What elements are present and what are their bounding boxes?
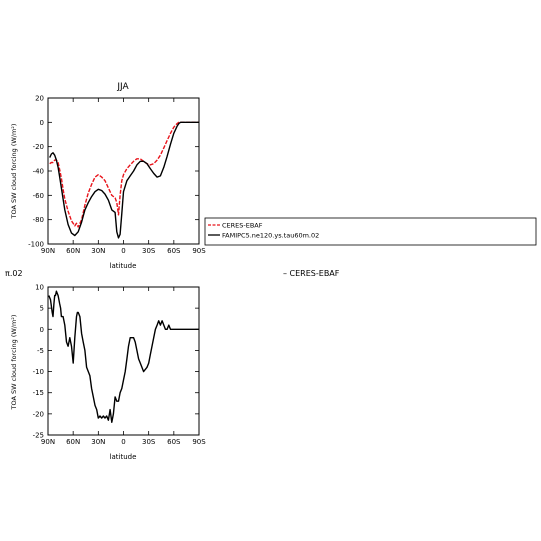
chart-bottom-ytick-label: 0: [40, 326, 44, 334]
chart-bottom-ytick-label: -5: [37, 347, 44, 355]
chart-bottom-plot: [48, 290, 199, 423]
chart-bottom-xtick-label: 90S: [192, 438, 206, 446]
chart-top-ylabel: TOA SW cloud forcing (W/m²): [10, 124, 18, 220]
chart-top-xtick-label: 60N: [66, 247, 80, 255]
chart-top-plot: [49, 121, 199, 239]
chart-bottom-ytick-label: -10: [33, 368, 44, 376]
chart-top-x-ticks: 90N 60N 30N 0 30S 60S 90S: [41, 98, 206, 255]
chart-bottom-xtick-label: 60N: [66, 438, 80, 446]
legend-label-model: FAMIPC5.ne120.ys.tau60m.02: [222, 232, 319, 240]
chart-bottom-xtick-label: 30N: [91, 438, 105, 446]
chart-top-ytick-label: -100: [28, 241, 44, 249]
chart-bottom-x-ticks: 90N 60N 30N 0 30S 60S 90S: [41, 287, 206, 446]
chart-top-xtick-label: 30S: [142, 247, 156, 255]
chart-bottom: π.02 – CERES-EBAF TOA SW cloud forcing (…: [5, 269, 340, 461]
chart-top-ytick-label: 0: [40, 119, 44, 127]
chart-bottom-ytick-label: -15: [33, 389, 44, 397]
chart-bottom-series-0-line: [48, 290, 199, 423]
chart-bottom-top-right-label: – CERES-EBAF: [283, 269, 340, 278]
legend-box: [204, 217, 537, 246]
chart-top-ytick-label: -40: [33, 168, 44, 176]
chart-top-xlabel: latitude: [110, 262, 137, 270]
chart-top-frame: [47, 97, 200, 245]
chart-top-xtick-label: 30N: [91, 247, 105, 255]
legend-label-ceres: CERES-EBAF: [222, 222, 263, 230]
chart-bottom-ylabel: TOA SW cloud forcing (W/m²): [10, 315, 18, 411]
chart-top-xtick-label: 90S: [192, 247, 206, 255]
chart-bottom-xtick-label: 0: [121, 438, 125, 446]
chart-bottom-corner-label: π.02: [5, 269, 23, 278]
legend: CERES-EBAF FAMIPC5.ne120.ys.tau60m.02: [204, 217, 537, 246]
chart-bottom-ytick-label: -20: [33, 410, 44, 418]
chart-top-xtick-label: 90N: [41, 247, 55, 255]
chart-top-xtick-label: 60S: [167, 247, 181, 255]
chart-bottom-ytick-label: 10: [35, 284, 44, 292]
chart-top-ytick-label: -20: [33, 143, 44, 151]
chart-top: JJA TOA SW cloud forcing (W/m²) latitude…: [10, 82, 206, 270]
chart-bottom-ytick-label: -25: [33, 432, 44, 440]
chart-top-series-0-line: [49, 121, 199, 228]
chart-top-ytick-label: 20: [35, 95, 44, 103]
chart-top-y-ticks: 20 0 -20 -40 -60 -80 -100: [28, 95, 199, 249]
chart-top-xtick-label: 0: [121, 247, 125, 255]
chart-bottom-y-ticks: 10 5 0 -5 -10 -15 -20 -25: [33, 284, 199, 440]
chart-top-series-1-line: [49, 121, 199, 239]
chart-bottom-ytick-label: 5: [40, 305, 44, 313]
chart-bottom-xlabel: latitude: [110, 453, 137, 461]
chart-bottom-xtick-label: 90N: [41, 438, 55, 446]
chart-top-title: JJA: [116, 82, 129, 92]
chart-bottom-frame: [47, 286, 200, 436]
chart-bottom-xtick-label: 30S: [142, 438, 156, 446]
chart-bottom-xtick-label: 60S: [167, 438, 181, 446]
chart-top-ytick-label: -80: [33, 216, 44, 224]
chart-top-ytick-label: -60: [33, 192, 44, 200]
